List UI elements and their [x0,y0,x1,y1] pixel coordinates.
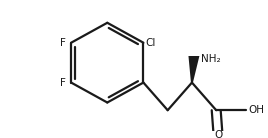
Text: Cl: Cl [146,38,156,48]
Polygon shape [188,56,199,83]
Text: OH: OH [248,105,264,115]
Text: NH₂: NH₂ [201,54,221,64]
Text: F: F [60,78,66,88]
Text: F: F [60,38,66,48]
Text: O: O [214,130,222,138]
